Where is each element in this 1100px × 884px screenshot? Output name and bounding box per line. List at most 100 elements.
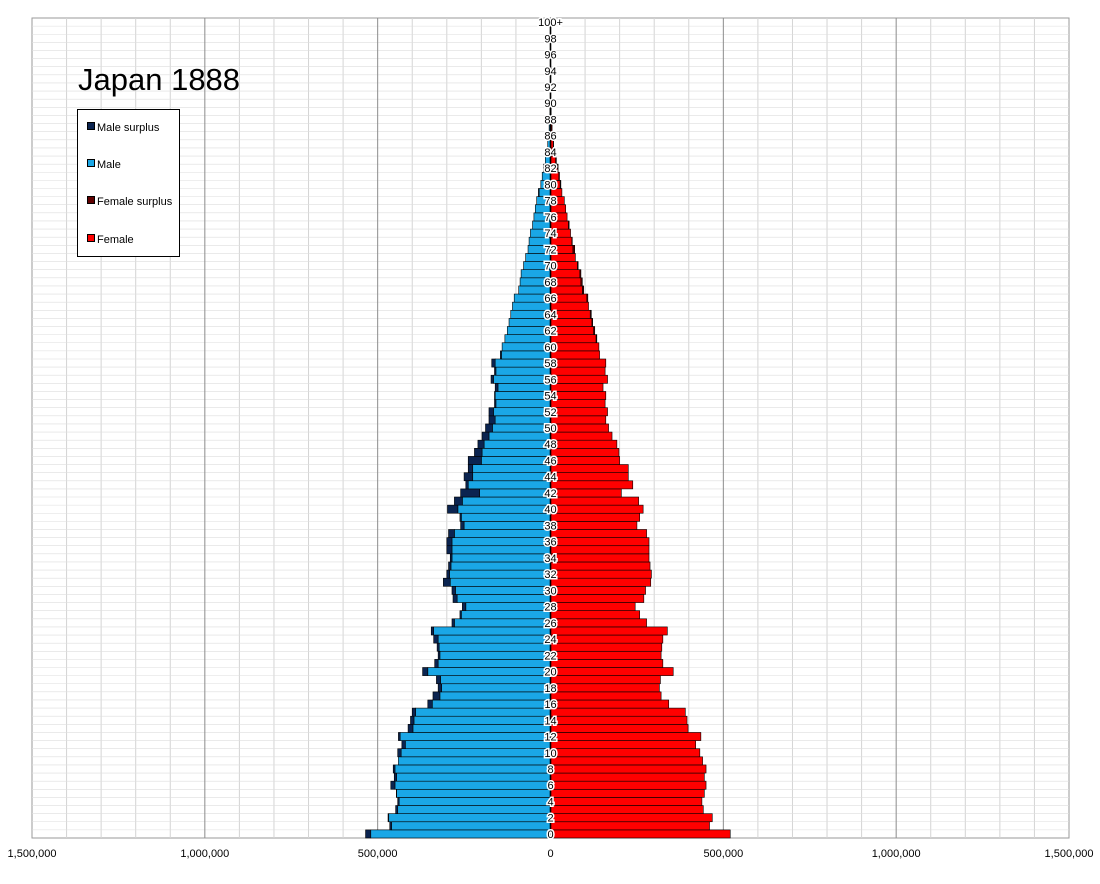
female-bar bbox=[550, 675, 661, 685]
male-surplus-bar bbox=[446, 569, 450, 579]
female-surplus-bar bbox=[579, 269, 582, 279]
male-surplus-bar bbox=[481, 431, 490, 441]
female-bar bbox=[550, 374, 608, 384]
male-bar bbox=[413, 715, 551, 725]
male-bar bbox=[472, 464, 551, 473]
bars bbox=[365, 17, 731, 839]
age-tick-label: 2 bbox=[547, 813, 553, 825]
male-bar bbox=[405, 740, 551, 749]
axes: 0246810121416182022242628303234363840424… bbox=[8, 16, 1094, 860]
male-bar bbox=[494, 391, 551, 400]
legend-swatch-male-surplus bbox=[87, 122, 95, 130]
female-bar bbox=[550, 383, 604, 392]
male-surplus-bar bbox=[437, 650, 441, 660]
age-tick-label: 44 bbox=[544, 472, 556, 484]
male-surplus-bar bbox=[460, 488, 480, 498]
age-tick-label: 100+ bbox=[538, 17, 563, 29]
female-bar bbox=[550, 634, 664, 644]
age-tick-label: 34 bbox=[544, 553, 556, 565]
legend-item-male-surplus: Male surplus bbox=[87, 122, 159, 134]
age-tick-label: 18 bbox=[544, 683, 556, 695]
male-surplus-bar bbox=[443, 577, 451, 587]
male-surplus-bar bbox=[434, 659, 439, 668]
female-bar bbox=[550, 553, 650, 563]
male-bar bbox=[495, 399, 551, 409]
male-surplus-bar bbox=[390, 780, 396, 790]
legend-swatch-female bbox=[87, 234, 95, 242]
age-tick-label: 12 bbox=[544, 732, 556, 744]
legend-label-female-surplus: Female surplus bbox=[97, 196, 173, 208]
age-tick-label: 92 bbox=[544, 82, 556, 94]
male-bar bbox=[479, 488, 551, 498]
female-surplus-bar bbox=[568, 220, 570, 230]
female-surplus-bar bbox=[555, 155, 557, 165]
male-bar bbox=[451, 545, 551, 555]
age-tick-label: 36 bbox=[544, 537, 556, 549]
age-tick-label: 8 bbox=[547, 764, 553, 776]
age-tick-label: 50 bbox=[544, 423, 556, 435]
male-bar bbox=[427, 667, 551, 676]
male-surplus-bar bbox=[451, 586, 456, 595]
female-bar bbox=[550, 415, 607, 425]
male-surplus-bar bbox=[454, 496, 463, 506]
female-bar bbox=[550, 821, 710, 831]
male-bar bbox=[450, 561, 551, 571]
age-tick-label: 32 bbox=[544, 569, 556, 581]
age-tick-label: 54 bbox=[544, 391, 556, 403]
age-tick-label: 20 bbox=[544, 667, 556, 679]
age-tick-label: 90 bbox=[544, 98, 556, 110]
age-tick-label: 82 bbox=[544, 163, 556, 175]
male-surplus-bar bbox=[494, 366, 497, 376]
male-surplus-bar bbox=[407, 724, 414, 733]
male-bar bbox=[415, 707, 551, 717]
age-tick-label: 38 bbox=[544, 520, 556, 532]
male-surplus-bar bbox=[437, 683, 442, 693]
male-surplus-bar bbox=[433, 634, 439, 644]
male-surplus-bar bbox=[410, 715, 415, 725]
female-bar bbox=[550, 829, 731, 839]
male-bar bbox=[455, 586, 551, 595]
female-bar bbox=[550, 521, 638, 530]
female-bar bbox=[550, 342, 600, 352]
male-surplus-bar bbox=[488, 407, 494, 417]
female-surplus-bar bbox=[582, 285, 584, 295]
male-surplus-bar bbox=[392, 764, 396, 774]
female-bar bbox=[550, 545, 650, 555]
female-bar bbox=[550, 529, 647, 538]
male-surplus-bar bbox=[500, 350, 502, 360]
male-surplus-bar bbox=[488, 415, 496, 425]
male-surplus-bar bbox=[411, 707, 416, 717]
female-surplus-bar bbox=[591, 318, 593, 327]
female-bar bbox=[550, 618, 647, 628]
age-tick-label: 62 bbox=[544, 326, 556, 338]
male-surplus-bar bbox=[365, 829, 372, 839]
legend-item-female: Female bbox=[87, 234, 134, 246]
male-surplus-bar bbox=[463, 472, 474, 482]
male-bar bbox=[483, 439, 551, 449]
male-surplus-bar bbox=[397, 748, 402, 758]
female-bar bbox=[550, 391, 607, 400]
male-bar bbox=[441, 683, 551, 693]
age-tick-label: 28 bbox=[544, 602, 556, 614]
female-bar bbox=[550, 732, 702, 741]
legend-swatch-male bbox=[87, 159, 95, 167]
female-surplus-bar bbox=[554, 147, 556, 157]
male-surplus-bar bbox=[465, 480, 469, 490]
female-bar bbox=[550, 586, 646, 595]
male-bar bbox=[394, 764, 551, 774]
male-bar bbox=[481, 447, 551, 457]
male-bar bbox=[462, 496, 551, 506]
age-tick-label: 96 bbox=[544, 50, 556, 62]
male-bar bbox=[399, 732, 551, 741]
female-bar bbox=[550, 561, 651, 571]
x-tick-label: 500,000 bbox=[358, 848, 398, 860]
female-bar bbox=[550, 504, 644, 514]
male-bar bbox=[370, 829, 551, 839]
male-bar bbox=[493, 407, 551, 417]
female-bar bbox=[550, 569, 652, 579]
male-bar bbox=[394, 780, 551, 790]
age-tick-label: 88 bbox=[544, 114, 556, 126]
male-surplus-bar bbox=[494, 391, 496, 400]
female-bar bbox=[550, 756, 703, 766]
female-surplus-bar bbox=[558, 171, 560, 181]
